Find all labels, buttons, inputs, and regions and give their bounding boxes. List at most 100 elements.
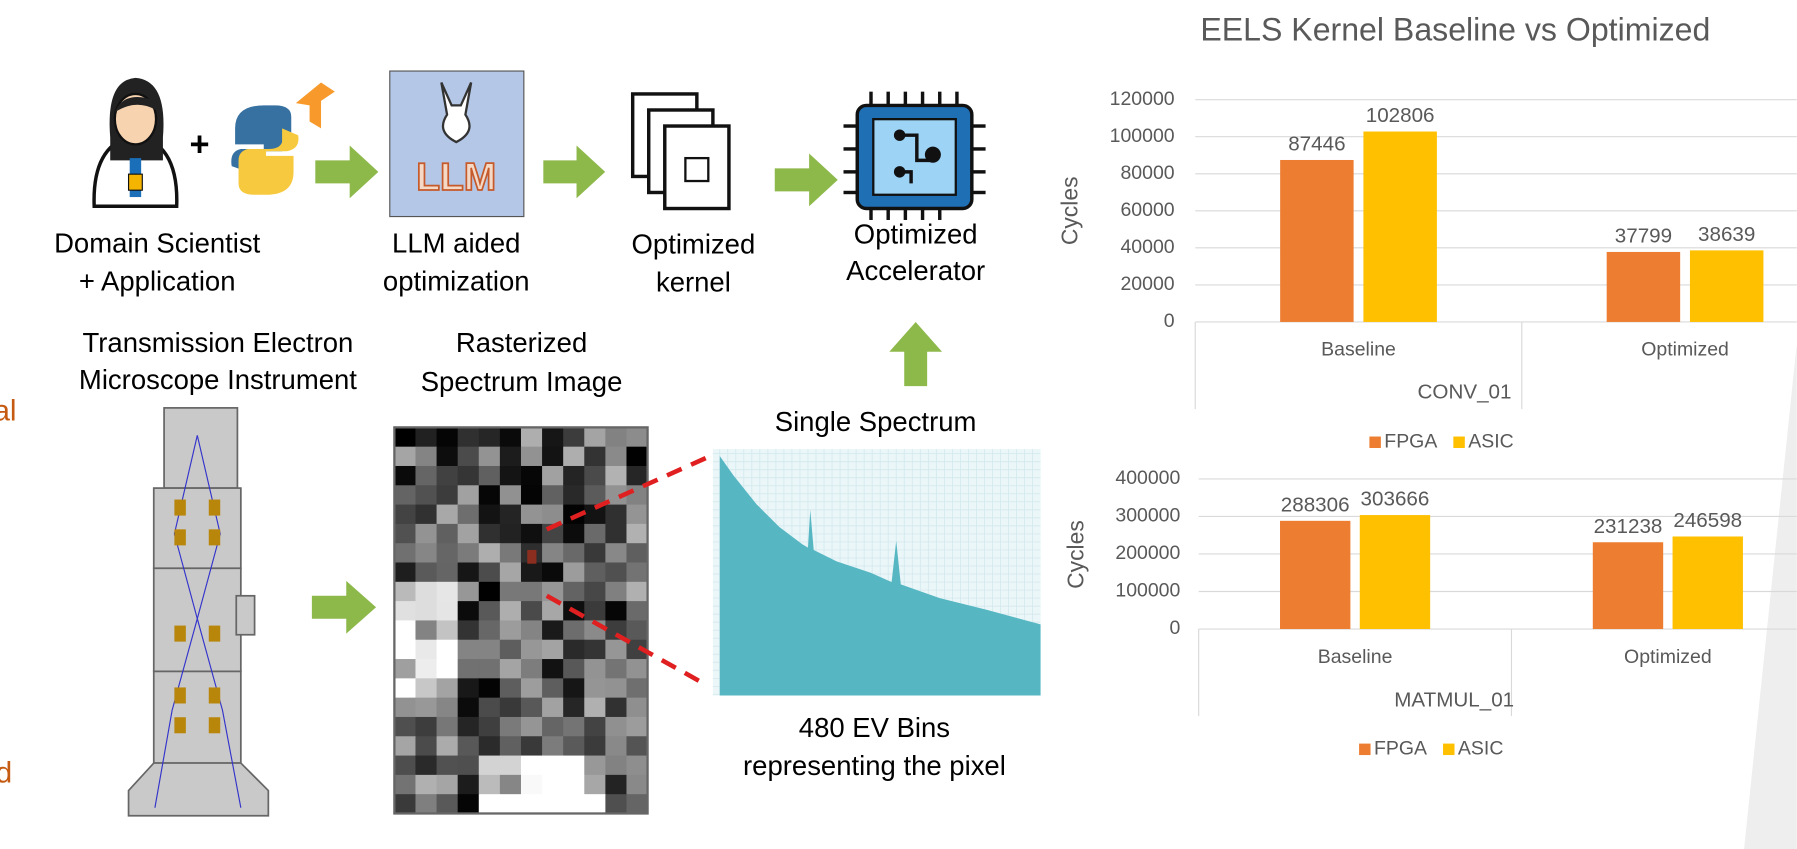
raster-pixel xyxy=(500,775,522,795)
raster-pixel xyxy=(521,601,543,621)
bar-chart: EELS Kernel Baseline vs Optimized0200004… xyxy=(1057,12,1797,453)
raster-pixel xyxy=(479,543,501,563)
value-label: 303666 xyxy=(1361,488,1430,511)
raster-pixel xyxy=(626,620,648,640)
raster-pixel xyxy=(479,505,501,525)
x-axis-label: MATMUL_01 xyxy=(1394,689,1514,712)
raster-pixel xyxy=(521,427,543,447)
raster-pixel xyxy=(584,524,606,544)
raster-pixel xyxy=(563,756,585,776)
raster-pixel xyxy=(500,524,522,544)
raster-pixel xyxy=(563,543,585,563)
raster-pixel xyxy=(626,659,648,679)
value-label: 288306 xyxy=(1281,493,1350,516)
y-axis-label: Cycles xyxy=(1057,176,1083,245)
raster-pixel xyxy=(626,485,648,505)
x-tick-label: Optimized xyxy=(1641,339,1729,361)
raster-pixel xyxy=(605,678,627,698)
page: { "edge_labels": ["al", "d"], "steps": [… xyxy=(0,0,1797,849)
raster-pixel xyxy=(479,582,501,602)
raster-pixel xyxy=(415,794,437,814)
raster-pixel xyxy=(584,601,606,621)
legend-label: ASIC xyxy=(1458,737,1503,759)
bar xyxy=(1607,252,1680,322)
legend-swatch xyxy=(1369,437,1380,448)
bar xyxy=(1280,160,1353,322)
raster-pixel xyxy=(479,466,501,486)
raster-pixel xyxy=(542,427,564,447)
raster-pixel xyxy=(626,543,648,563)
raster-pixel xyxy=(605,563,627,583)
x-tick-label: Baseline xyxy=(1318,646,1393,668)
bar xyxy=(1280,521,1350,629)
raster-pixel xyxy=(458,505,480,525)
image-label: Rasterized xyxy=(456,327,587,358)
raster-pixel xyxy=(415,447,437,467)
raster-pixel xyxy=(458,640,480,660)
raster-pixel xyxy=(605,505,627,525)
instrument-label: Microscope Instrument xyxy=(79,364,357,395)
raster-pixel xyxy=(394,794,416,814)
raster-pixel xyxy=(626,601,648,621)
raster-pixel xyxy=(458,447,480,467)
raster-pixel xyxy=(521,466,543,486)
raster-pixel xyxy=(563,620,585,640)
raster-pixel xyxy=(605,698,627,718)
raster-pixel xyxy=(500,563,522,583)
y-tick-label: 60000 xyxy=(1120,199,1174,221)
step-label: optimization xyxy=(383,265,530,296)
raster-pixel xyxy=(415,543,437,563)
y-tick-label: 20000 xyxy=(1120,273,1174,295)
raster-pixel xyxy=(394,717,416,737)
raster-pixel xyxy=(500,678,522,698)
raster-pixel xyxy=(479,659,501,679)
raster-pixel xyxy=(542,775,564,795)
raster-pixel xyxy=(521,736,543,756)
raster-pixel xyxy=(415,659,437,679)
raster-pixel xyxy=(437,582,459,602)
raster-pixel xyxy=(521,756,543,776)
raster-pixel xyxy=(563,582,585,602)
raster-image xyxy=(394,427,648,814)
raster-pixel xyxy=(626,505,648,525)
raster-pixel xyxy=(479,678,501,698)
raster-pixel xyxy=(458,659,480,679)
raster-pixel xyxy=(500,447,522,467)
raster-pixel xyxy=(437,678,459,698)
raster-pixel xyxy=(500,794,522,814)
raster-pixel xyxy=(605,447,627,467)
raster-pixel xyxy=(479,524,501,544)
raster-pixel xyxy=(437,717,459,737)
raster-pixel xyxy=(521,698,543,718)
raster-pixel xyxy=(521,582,543,602)
y-axis-label: Cycles xyxy=(1062,520,1088,589)
raster-pixel xyxy=(605,775,627,795)
raster-pixel xyxy=(542,794,564,814)
raster-pixel xyxy=(394,659,416,679)
bar xyxy=(1363,132,1436,322)
step-label: + Application xyxy=(79,265,236,296)
raster-pixel xyxy=(605,601,627,621)
raster-pixel xyxy=(584,698,606,718)
bins-label: representing the pixel xyxy=(743,750,1006,781)
raster-pixel xyxy=(584,717,606,737)
raster-pixel xyxy=(458,563,480,583)
y-tick-label: 80000 xyxy=(1120,162,1174,184)
bar xyxy=(1593,542,1663,629)
y-tick-label: 0 xyxy=(1170,617,1181,639)
raster-pixel xyxy=(394,640,416,660)
raster-pixel xyxy=(626,447,648,467)
raster-pixel xyxy=(458,620,480,640)
y-tick-label: 40000 xyxy=(1120,236,1174,258)
pixel-marker xyxy=(527,550,536,564)
raster-pixel xyxy=(437,466,459,486)
raster-pixel xyxy=(394,756,416,776)
raster-pixel xyxy=(500,659,522,679)
raster-pixel xyxy=(626,717,648,737)
raster-pixel xyxy=(479,736,501,756)
raster-pixel xyxy=(563,659,585,679)
raster-pixel xyxy=(458,678,480,698)
raster-pixel xyxy=(605,794,627,814)
step-label: Optimized xyxy=(854,218,978,249)
raster-pixel xyxy=(500,756,522,776)
